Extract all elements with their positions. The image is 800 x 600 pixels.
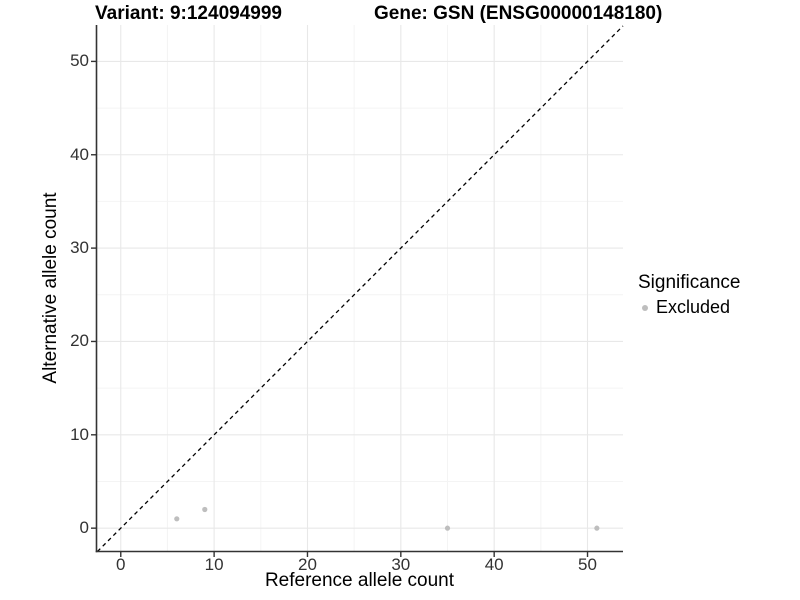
x-tick-label: 40 xyxy=(484,555,504,574)
x-axis-title: Reference allele count xyxy=(264,570,455,591)
x-tick-label: 0 xyxy=(116,555,126,574)
legend-item-excluded: Excluded xyxy=(638,297,740,318)
data-point xyxy=(174,516,180,522)
legend: Significance Excluded xyxy=(638,272,740,318)
y-tick-label: 20 xyxy=(70,331,89,351)
gene-title: Gene: GSN (ENSG00000148180) xyxy=(374,3,663,24)
data-point xyxy=(202,506,208,513)
y-tick-label: 30 xyxy=(70,238,89,258)
identity-line xyxy=(96,25,624,552)
data-point xyxy=(594,525,600,531)
excluded-point-icon xyxy=(642,304,648,311)
data-point xyxy=(444,525,451,531)
x-tick-label: 30 xyxy=(391,555,411,574)
variant-title: Variant: 9:124094999 xyxy=(95,3,282,24)
x-tick-label: 10 xyxy=(204,555,224,574)
y-tick-label: 50 xyxy=(70,51,89,71)
y-tick-label: 10 xyxy=(70,424,89,444)
x-tick-label: 50 xyxy=(578,555,597,574)
y-axis-title: Alternative allele count xyxy=(40,192,61,384)
y-tick-label: 40 xyxy=(70,144,89,164)
y-tick-label: 0 xyxy=(79,518,89,538)
x-tick-label: 20 xyxy=(298,555,317,574)
legend-title: Significance xyxy=(638,272,741,293)
legend-item-label: Excluded xyxy=(656,297,731,317)
